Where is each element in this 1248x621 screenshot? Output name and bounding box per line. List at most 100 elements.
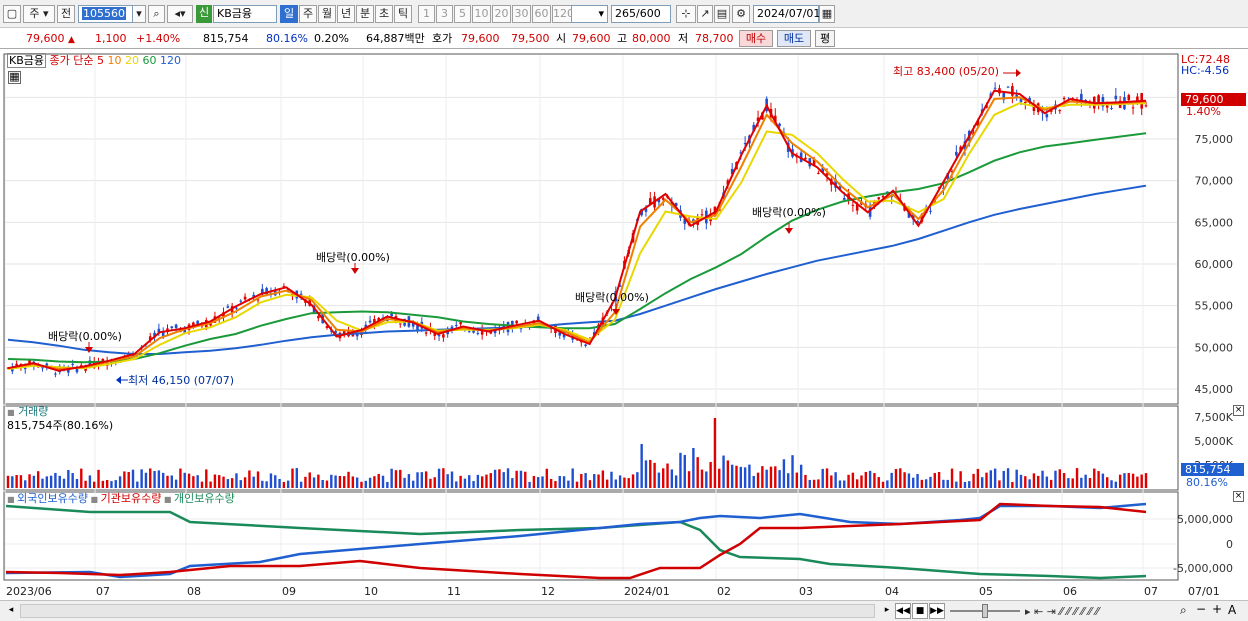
volume-bar xyxy=(1011,481,1014,488)
candle-body xyxy=(1045,114,1049,118)
date-input[interactable]: 2024/07/01 xyxy=(753,5,820,23)
stock-name-field[interactable]: KB금융 xyxy=(213,5,277,23)
interval-tab-3[interactable]: 3 xyxy=(436,5,453,23)
interval-tab-30[interactable]: 30 xyxy=(512,5,531,23)
volume-bar xyxy=(187,473,191,488)
volume-bar xyxy=(24,480,27,488)
interval-tab-60[interactable]: 60 xyxy=(532,5,551,23)
volume-bar xyxy=(968,481,971,488)
code-dropdown-icon[interactable]: ▾ xyxy=(133,5,146,23)
horizontal-scrollbar[interactable] xyxy=(20,604,875,618)
drawing-tools-icons[interactable]: ▸ ⇤ ⇥ ⁄⁄ ⁄⁄ ⁄⁄ ⁄⁄ ⁄⁄ ⁄⁄ xyxy=(1025,605,1099,618)
zoom-in-icon[interactable]: + xyxy=(1212,602,1223,616)
period-tab-5[interactable]: 초 xyxy=(375,5,393,23)
volume-bar xyxy=(205,469,208,488)
candle-body xyxy=(618,285,622,287)
volume-bar xyxy=(485,474,488,488)
candle-body xyxy=(993,87,997,89)
volume-bar xyxy=(1093,468,1096,488)
holdings-close-icon[interactable]: × xyxy=(1233,491,1244,502)
scroll-left-icon[interactable]: ◂ xyxy=(8,605,14,615)
search-icon[interactable]: ⌕ xyxy=(148,5,165,23)
period-tab-1[interactable]: 주 xyxy=(299,5,317,23)
candle-body xyxy=(480,329,484,335)
eval-button[interactable]: 평 xyxy=(815,30,835,47)
volume-bar xyxy=(618,475,622,488)
dividend-arrow-icon xyxy=(85,347,93,353)
rewind-icon[interactable]: ◀◀ xyxy=(895,603,911,619)
zoom-out-icon[interactable]: − xyxy=(1196,602,1207,616)
candle-body xyxy=(455,325,458,327)
volume-bar xyxy=(1067,478,1070,488)
magnify-icon[interactable]: ⌕ xyxy=(1180,603,1187,617)
volume-bar xyxy=(549,478,553,488)
chevron-down-icon: ▾ xyxy=(598,7,604,20)
volume-bar xyxy=(864,471,868,488)
candle-body xyxy=(1032,105,1036,111)
candle-body xyxy=(243,296,247,300)
volume-bar xyxy=(343,476,346,488)
sin-button[interactable]: 신 xyxy=(196,5,212,23)
holdings-tick-label: -5,000,000 xyxy=(1173,562,1233,575)
sell-button[interactable]: 매도 xyxy=(777,30,811,47)
market-select[interactable]: 주 ▾ xyxy=(23,5,55,23)
volume-bar xyxy=(597,474,600,488)
candle-body xyxy=(778,123,781,127)
holdings-institution-line xyxy=(5,502,1147,580)
stock-code-input[interactable]: 105560 xyxy=(78,5,133,23)
crosshair-icon[interactable]: ⊹ xyxy=(676,5,696,23)
play-icon[interactable]: ▶▶ xyxy=(929,603,945,619)
candle-body xyxy=(756,117,760,122)
low-annotation: 최저 46,150 (07/07) xyxy=(128,374,235,387)
chart-type-icon[interactable]: ▢ xyxy=(3,5,21,23)
volume-bar xyxy=(6,475,10,488)
volume-close-icon[interactable]: × xyxy=(1233,405,1244,416)
volume-bar xyxy=(1144,473,1148,488)
volume-bar xyxy=(75,478,79,488)
stock-chart[interactable]: 80,00075,00070,00065,00060,00055,00050,0… xyxy=(0,50,1248,600)
scroll-right-icon[interactable]: ▸ xyxy=(884,605,890,615)
zoom-slider-handle[interactable] xyxy=(982,604,988,618)
volume-bar xyxy=(170,475,174,488)
quote-bar xyxy=(0,28,1248,49)
calendar-icon[interactable]: ▦ xyxy=(819,5,835,23)
volume-bar xyxy=(41,478,44,488)
interval-tab-10[interactable]: 10 xyxy=(472,5,491,23)
period-tab-2[interactable]: 월 xyxy=(318,5,336,23)
dividend-label-jul: 배당락(0.00%) xyxy=(48,330,122,343)
speaker-icon[interactable]: ◂▾ xyxy=(167,5,193,23)
table-icon[interactable]: ▦ xyxy=(8,70,21,84)
volume-bar xyxy=(696,457,699,488)
period-tab-4[interactable]: 분 xyxy=(356,5,374,23)
volume-bar xyxy=(256,471,260,488)
volume-bar xyxy=(787,473,790,488)
volume-bar xyxy=(937,471,941,488)
buy-button[interactable]: 매수 xyxy=(739,30,773,47)
count-input[interactable]: 265/600 xyxy=(611,5,671,23)
draw-tool-icon[interactable]: ↗ xyxy=(697,5,713,23)
period-tab-0[interactable]: 일 xyxy=(280,5,298,23)
candle-body xyxy=(472,330,475,333)
prev-button[interactable]: 전 xyxy=(57,5,75,23)
volume-bar xyxy=(601,470,605,488)
volume-bar xyxy=(321,479,324,488)
period-tab-6[interactable]: 틱 xyxy=(394,5,412,23)
interval-tab-20[interactable]: 20 xyxy=(492,5,511,23)
interval-tab-120[interactable]: 120 xyxy=(552,5,574,23)
period-tab-3[interactable]: 년 xyxy=(337,5,355,23)
interval-custom-select[interactable]: ▾ xyxy=(571,5,608,23)
gear-icon[interactable]: ⚙ xyxy=(732,5,750,23)
text-tool-icon[interactable]: A xyxy=(1228,603,1237,617)
volume-bar xyxy=(304,476,307,488)
volume-bar xyxy=(1054,470,1057,488)
save-icon[interactable]: ▤ xyxy=(714,5,730,23)
volume-bar xyxy=(248,470,251,488)
interval-tab-1[interactable]: 1 xyxy=(418,5,435,23)
volume-bar xyxy=(317,474,320,488)
volume-bar xyxy=(765,469,768,488)
candle-body xyxy=(842,198,846,200)
interval-tab-5[interactable]: 5 xyxy=(454,5,471,23)
stop-icon[interactable]: ■ xyxy=(912,603,928,619)
bid-label: 호가 xyxy=(432,32,453,45)
candle-body xyxy=(1024,102,1027,104)
